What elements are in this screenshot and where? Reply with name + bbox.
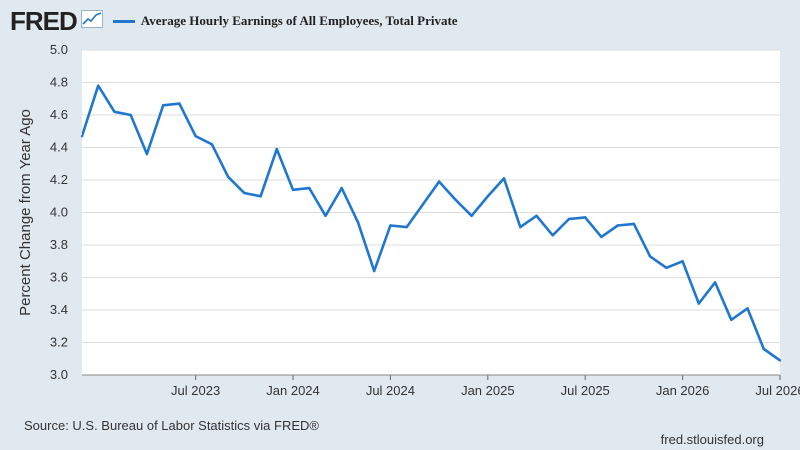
x-tick-label: Jul 2026 (755, 383, 800, 398)
x-tick-label: Jul 2024 (366, 383, 415, 398)
y-tick-label: 3.2 (50, 335, 68, 350)
x-tick-label: Jan 2024 (266, 383, 320, 398)
data-point (275, 147, 278, 151)
data-point (648, 255, 652, 258)
y-tick-label: 4.0 (50, 205, 68, 220)
data-point (535, 214, 538, 217)
data-point (372, 269, 376, 273)
y-tick-label: 3.6 (50, 270, 68, 285)
data-point (389, 224, 392, 227)
data-point (551, 234, 554, 237)
x-tick-label: Jan 2025 (461, 383, 515, 398)
data-point (600, 235, 603, 239)
chart-trend-icon (80, 9, 103, 33)
source-note: Source: U.S. Bureau of Labor Statistics … (24, 418, 319, 433)
data-point (194, 134, 197, 138)
data-point (226, 175, 230, 178)
legend-swatch (112, 19, 135, 23)
y-axis-label: Percent Change from Year Ago (17, 109, 34, 316)
data-point (259, 195, 262, 198)
data-point (113, 110, 116, 113)
fred-logo[interactable]: FRED (10, 5, 78, 36)
data-point (437, 180, 441, 183)
data-point (308, 186, 311, 190)
data-point (486, 195, 490, 198)
data-point (129, 113, 132, 117)
data-point (161, 104, 165, 107)
data-point (778, 359, 782, 362)
data-point (178, 102, 181, 105)
data-point (697, 302, 701, 305)
data-point (356, 221, 360, 224)
y-tick-label: 4.6 (50, 107, 68, 122)
data-point (97, 84, 100, 87)
data-point (584, 216, 587, 219)
data-point (243, 191, 246, 195)
data-point (681, 260, 684, 263)
y-tick-label: 5.0 (50, 42, 68, 57)
chart-header: FRED Average Hourly Earnings of All Empl… (10, 6, 458, 36)
data-point (502, 177, 506, 180)
data-point (665, 266, 668, 269)
data-point (421, 203, 425, 206)
series-line (82, 84, 780, 362)
data-point (210, 143, 214, 146)
data-point (291, 188, 295, 191)
x-tick-label: Jul 2025 (561, 383, 610, 398)
x-tick-label: Jul 2023 (171, 383, 220, 398)
y-tick-label: 4.2 (50, 172, 68, 187)
site-link[interactable]: fred.stlouisfed.org (660, 432, 764, 447)
data-point (405, 225, 408, 229)
data-point (324, 214, 327, 217)
data-point (746, 307, 749, 310)
data-point (340, 186, 343, 190)
data-point (567, 217, 571, 221)
data-point (519, 225, 522, 229)
data-point (730, 318, 733, 321)
data-point (762, 347, 765, 351)
data-point (470, 214, 473, 217)
y-tick-label: 3.0 (50, 367, 68, 382)
data-point (632, 222, 636, 226)
y-tick-label: 3.4 (50, 302, 68, 317)
y-tick-label: 4.8 (50, 75, 68, 90)
data-point (145, 152, 149, 156)
data-point (454, 198, 457, 201)
data-point (713, 281, 717, 284)
data-point (616, 224, 619, 227)
y-tick-label: 3.8 (50, 237, 68, 252)
x-tick-label: Jan 2026 (656, 383, 710, 398)
legend-label: Average Hourly Earnings of All Employees… (140, 13, 458, 28)
data-point (80, 134, 84, 138)
y-tick-label: 4.4 (50, 140, 68, 155)
